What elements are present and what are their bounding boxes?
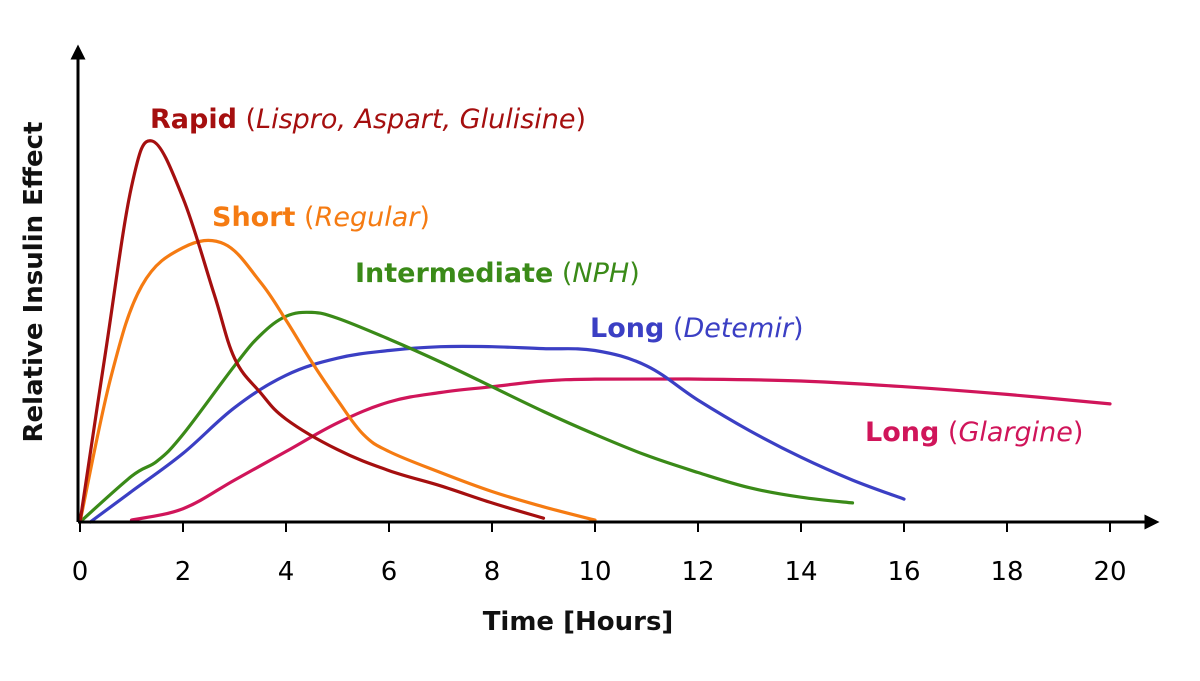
x-tick-label: 2 — [175, 557, 192, 587]
x-tick-labels: 0 2 4 6 8 10 12 14 16 18 20 — [72, 557, 1127, 587]
x-tick-label: 8 — [484, 557, 501, 587]
x-tick-marks — [79, 522, 1111, 532]
series-label-part: NPH — [572, 258, 629, 289]
x-tick-label: 16 — [887, 557, 920, 587]
series-label-part: ) — [419, 202, 430, 233]
series-label-1: Short (Regular) — [212, 202, 430, 233]
series-curves — [78, 139, 1112, 524]
x-tick-label: 18 — [990, 557, 1023, 587]
series-label-part: ) — [1073, 417, 1084, 448]
x-axis-title: Time [Hours] — [483, 607, 674, 637]
series-line-2 — [78, 310, 855, 524]
x-tick-label: 12 — [681, 557, 714, 587]
series-label-part: Regular — [315, 202, 422, 233]
x-tick-label: 20 — [1093, 557, 1126, 587]
x-tick-label: 14 — [784, 557, 817, 587]
series-line-3 — [88, 344, 906, 524]
x-tick-label: 6 — [381, 557, 398, 587]
series-label-part: ) — [576, 104, 587, 135]
series-label-part: Intermediate — [355, 258, 553, 289]
series-label-part: ) — [793, 313, 804, 344]
series-label-4: Long (Glargine) — [865, 417, 1083, 448]
series-label-part: ) — [629, 258, 640, 289]
y-axis-title: Relative Insulin Effect — [19, 122, 49, 443]
series-line-0 — [78, 139, 546, 524]
series-label-part: Long — [590, 313, 664, 344]
series-label-part: ( — [237, 104, 256, 135]
x-tick-label: 0 — [72, 557, 89, 587]
series-label-part: Detemir — [683, 313, 794, 344]
series-label-part: Long — [865, 417, 939, 448]
x-tick-label: 10 — [578, 557, 611, 587]
series-labels: Rapid (Lispro, Aspart, Glulisine)Short (… — [150, 104, 1083, 448]
series-label-part: ( — [295, 202, 314, 233]
series-label-part: ( — [664, 313, 683, 344]
series-label-2: Intermediate (NPH) — [355, 258, 640, 289]
series-label-part: ( — [553, 258, 572, 289]
series-label-part: ( — [939, 417, 958, 448]
series-label-0: Rapid (Lispro, Aspart, Glulisine) — [150, 104, 586, 135]
series-label-3: Long (Detemir) — [590, 313, 804, 344]
series-label-part: Glargine — [958, 417, 1072, 448]
series-label-part: Rapid — [150, 104, 237, 135]
series-label-part: Short — [212, 202, 296, 233]
x-tick-label: 4 — [278, 557, 295, 587]
series-line-4 — [129, 377, 1112, 522]
series-label-part: Lispro, Aspart, Glulisine — [256, 104, 575, 135]
series-line-1 — [78, 238, 597, 524]
